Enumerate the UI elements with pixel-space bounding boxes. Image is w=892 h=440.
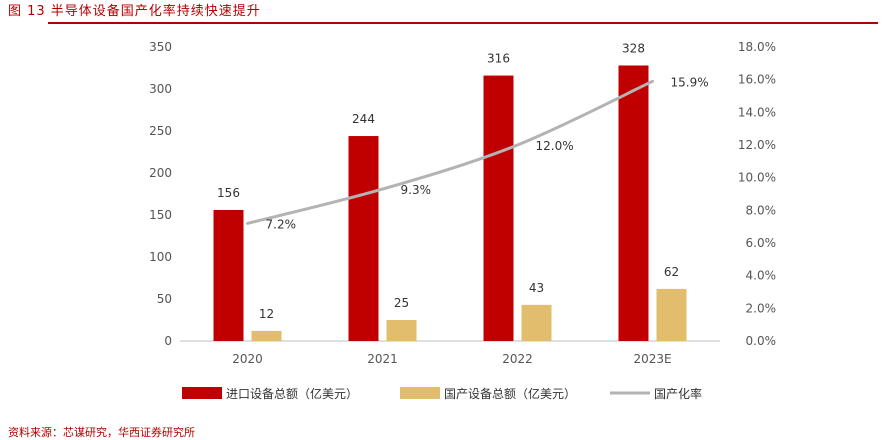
data-labels: 156 244 316 328 12 25 43 62 7.2% 9.3% 12.0% 15.9% (217, 41, 709, 320)
y2-tick-label: 16.0% (738, 73, 776, 87)
bar-domestic (251, 330, 282, 341)
data-label-domestic: 25 (394, 296, 409, 310)
x-tick-label: 2020 (232, 352, 263, 366)
bar-domestic (521, 304, 552, 341)
y-tick-label: 50 (157, 292, 172, 306)
data-label-rate: 15.9% (671, 75, 709, 89)
legend-label-import: 进口设备总额（亿美元） (226, 386, 358, 401)
data-label-import: 316 (487, 52, 510, 66)
data-label-rate: 7.2% (266, 217, 297, 231)
x-tick-label: 2023E (633, 352, 671, 366)
y2-tick-label: 10.0% (738, 171, 776, 185)
y2-tick-label: 14.0% (738, 105, 776, 119)
data-label-import: 156 (217, 186, 240, 200)
rate-line (246, 79, 654, 225)
y2-tick-label: 12.0% (738, 138, 776, 152)
y2-tick-label: 2.0% (746, 301, 777, 315)
y-tick-label: 200 (149, 166, 172, 180)
x-tick-label: 2022 (502, 352, 533, 366)
y-tick-label: 150 (149, 208, 172, 222)
bar-import (348, 136, 379, 341)
axes: 0 50 100 150 200 250 300 350 0.0% 2.0% 4.0% 6.0% 8.0… (149, 40, 776, 366)
bars (213, 65, 687, 341)
y2-tick-label: 0.0% (746, 334, 777, 348)
data-label-rate: 12.0% (536, 139, 574, 153)
bar-import (213, 209, 244, 341)
y-tick-label: 250 (149, 124, 172, 138)
bar-domestic (386, 320, 417, 341)
title-rule (48, 22, 878, 24)
bar-import (618, 65, 649, 341)
data-label-domestic: 62 (664, 265, 679, 279)
y2-tick-label: 18.0% (738, 40, 776, 54)
bar-import (483, 75, 514, 341)
source-note: 资料来源：芯谋研究，华西证券研究所 (8, 426, 195, 439)
y2-tick-label: 6.0% (746, 236, 777, 250)
y2-tick-label: 4.0% (746, 269, 777, 283)
y2-tick-label: 8.0% (746, 203, 777, 217)
legend: 进口设备总额（亿美元） 国产设备总额（亿美元） 国产化率 (182, 386, 702, 401)
legend-label-domestic: 国产设备总额（亿美元） (444, 386, 576, 401)
legend-swatch-domestic (400, 387, 440, 399)
y-tick-label: 0 (164, 334, 172, 348)
figure-title: 图 13 半导体设备国产化率持续快速提升 (8, 4, 261, 19)
data-label-import: 244 (352, 112, 375, 126)
y-tick-label: 350 (149, 40, 172, 54)
bar-domestic (656, 288, 687, 341)
x-tick-label: 2021 (367, 352, 398, 366)
legend-label-rate: 国产化率 (654, 386, 702, 401)
data-label-domestic: 43 (529, 281, 544, 295)
rate-line-path (246, 79, 654, 225)
data-label-rate: 9.3% (401, 183, 432, 197)
data-label-domestic: 12 (259, 307, 274, 321)
legend-swatch-import (182, 387, 222, 399)
y-tick-label: 300 (149, 82, 172, 96)
data-label-import: 328 (622, 41, 645, 55)
y-tick-label: 100 (149, 250, 172, 264)
